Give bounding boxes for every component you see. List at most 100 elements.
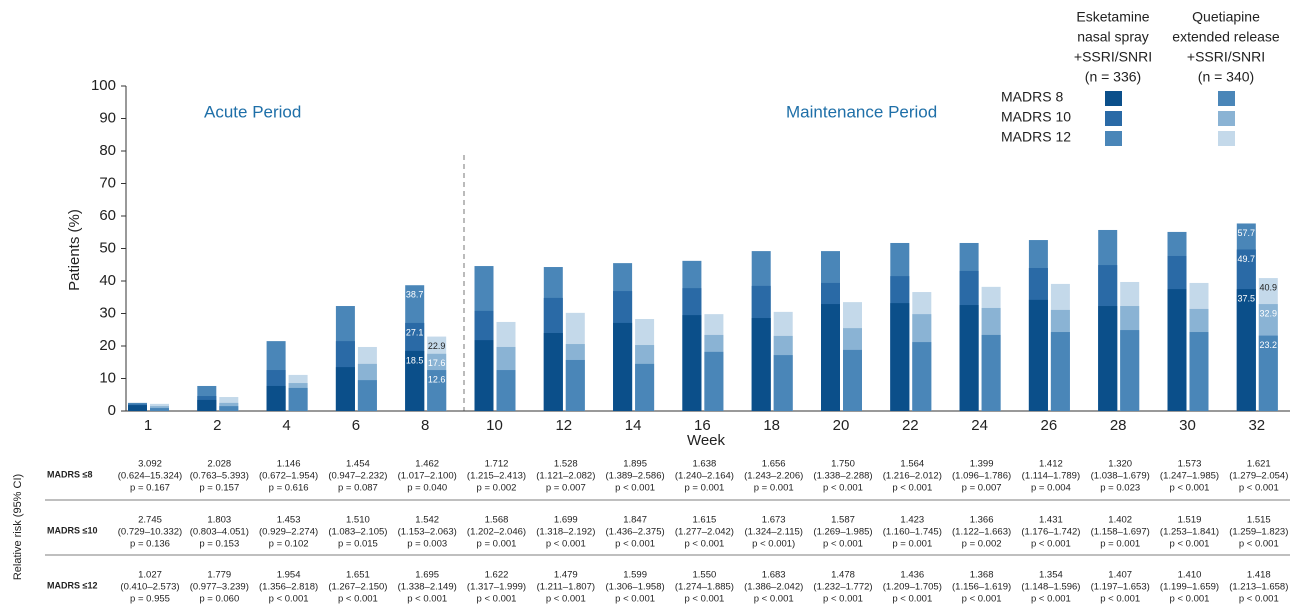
table-cell: (1.240–2.164) [675,471,734,482]
table-cell: p < 0.001) [752,539,795,550]
table-cell: p = 0.167 [130,483,170,494]
table-cell: 1.568 [485,515,509,526]
table-cell: (1.389–2.586) [606,471,665,482]
table-cell: (1.202–2.046) [467,527,526,538]
bar [335,367,355,411]
bar [912,342,932,411]
table-cell: 1.750 [831,459,855,470]
table-cell: p < 0.001 [1239,539,1279,550]
table-cell: 1.564 [900,459,924,470]
table-cell: (1.199–1.659) [1160,582,1219,593]
x-tick-label: 6 [352,417,360,434]
x-tick-label: 14 [625,417,642,434]
table-cell: p = 0.001 [754,483,794,494]
table-cell: 1.695 [415,570,439,581]
table-cell: (1.267–2.150) [328,582,387,593]
table-cell: (1.197–1.653) [1091,582,1150,593]
legend-header: +SSRI/SNRI [1074,49,1152,65]
legend-swatch [1105,131,1122,146]
table-cell: 1.542 [415,515,439,526]
legend-swatch [1105,111,1122,126]
legend-header: (n = 336) [1085,69,1141,85]
table-cell: p < 0.001 [823,539,863,550]
table-cell: p = 0.136 [130,539,170,550]
table-cell: p = 0.015 [338,539,378,550]
table-cell: 1.515 [1247,515,1271,526]
table-cell: p = 0.157 [199,483,239,494]
table-cell: p < 0.001 [1100,594,1140,605]
y-tick-label: 0 [108,402,116,419]
bar [1258,335,1278,411]
x-tick-label: 22 [902,417,919,434]
annotation: Acute Period [204,102,301,121]
bar [1098,306,1118,411]
table-cell: 1.368 [970,570,994,581]
table-cell: p = 0.023 [1100,483,1140,494]
table-cell: 1.412 [1039,459,1063,470]
bar [496,370,516,411]
table-cell: 1.402 [1108,515,1132,526]
table-cell: (1.259–1.823) [1229,527,1288,538]
table-cell: p = 0.002 [477,483,517,494]
table-cell: p < 0.001 [892,483,932,494]
table-cell: p < 0.001 [1239,594,1279,605]
table-cell: p = 0.002 [962,539,1002,550]
legend-label: MADRS 8 [1001,89,1063,105]
table-cell: (1.148–1.596) [1021,582,1080,593]
bar [890,303,910,411]
bar [843,349,862,411]
table-cell: 1.528 [554,459,578,470]
y-tick-label: 60 [99,207,116,224]
table-cell: p = 0.040 [407,483,447,494]
value-label: 23.2 [1260,340,1278,350]
table-cell: 1.407 [1108,570,1132,581]
x-tick-label: 32 [1248,417,1265,434]
bar [474,340,494,411]
bar [1236,289,1256,411]
y-tick-label: 20 [99,337,116,354]
table-cell: 1.656 [762,459,786,470]
legend-swatch [1218,111,1235,126]
table-cell: (0.977–3.239) [190,582,249,593]
bar [266,385,286,411]
table-cell: p = 0.102 [269,539,309,550]
table-cell: 1.673 [762,515,786,526]
table-cell: p < 0.001 [1170,483,1210,494]
table-cell: (1.324–2.115) [744,527,802,538]
bar [1167,289,1187,411]
table-cell: p < 0.001 [1170,594,1210,605]
table-cell: p = 0.007 [546,483,586,494]
table-cell: p < 0.001 [269,594,309,605]
table-cell: p = 0.087 [338,483,378,494]
bar [704,351,724,411]
table-cell: 1.510 [346,515,370,526]
table-cell: 1.712 [485,459,509,470]
table-cell: 1.454 [346,459,370,470]
table-cell: (1.121–2.082) [536,471,595,482]
bar [1120,330,1140,411]
table-cell: p < 0.001 [962,594,1002,605]
table-cell: p = 0.003 [407,539,447,550]
table-cell: (0.763–5.393) [190,471,249,482]
y-tick-label: 80 [99,142,116,159]
row-label: MADRS ≤12 [47,580,97,590]
x-tick-label: 24 [971,417,988,434]
legend-label: MADRS 10 [1001,109,1071,125]
table-cell: 1.683 [762,570,786,581]
table-cell: (1.318–2.192) [536,527,595,538]
table-cell: (1.243–2.206) [744,471,803,482]
legend-header: extended release [1172,29,1280,45]
y-tick-label: 50 [99,239,116,256]
table-cell: 1.803 [207,515,231,526]
table-cell: p < 0.001 [477,594,517,605]
legend-header: Quetiapine [1192,9,1260,25]
table-cell: 1.550 [693,570,717,581]
table-cell: 1.146 [277,459,301,470]
table-cell: 1.453 [277,515,301,526]
table-cell: 1.651 [346,570,370,581]
legend-swatch [1218,131,1235,146]
bar [197,399,217,411]
table-title: Relative risk (95% CI) [12,474,24,580]
table-cell: p < 0.001 [754,594,794,605]
table-cell: 1.431 [1039,515,1063,526]
